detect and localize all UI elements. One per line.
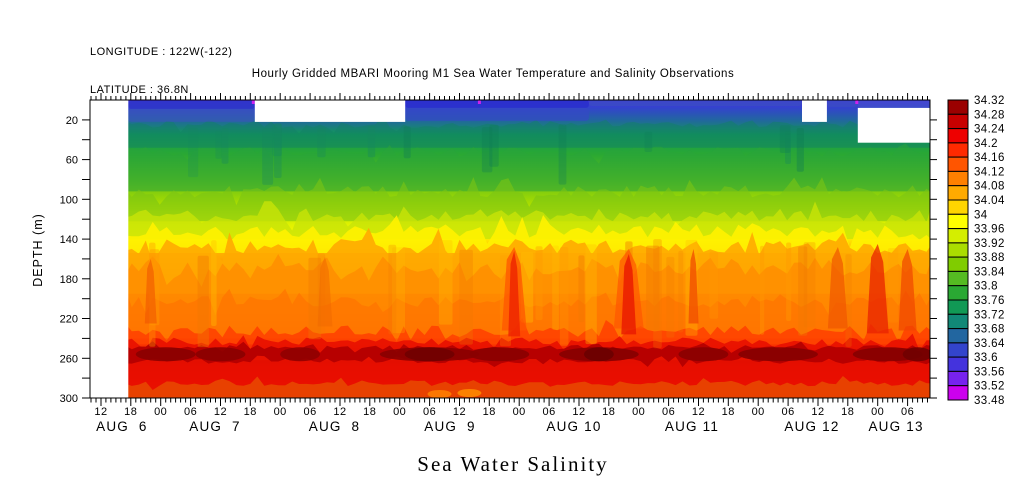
svg-text:06: 06	[901, 406, 914, 418]
svg-text:33.68: 33.68	[974, 324, 1005, 336]
svg-text:33.72: 33.72	[974, 309, 1005, 321]
svg-text:33.88: 33.88	[974, 252, 1005, 264]
svg-text:34.24: 34.24	[974, 124, 1005, 136]
contour-field	[90, 100, 930, 398]
svg-text:06: 06	[542, 406, 555, 418]
svg-text:34: 34	[974, 209, 988, 221]
svg-text:AUG 6: AUG 6	[96, 419, 147, 434]
svg-text:34.32: 34.32	[974, 95, 1005, 107]
chart-title: Hourly Gridded MBARI Mooring M1 Sea Wate…	[251, 68, 735, 80]
svg-text:AUG 10: AUG 10	[546, 419, 601, 434]
svg-text:18: 18	[244, 406, 257, 418]
svg-text:33.76: 33.76	[974, 295, 1005, 307]
svg-text:34.28: 34.28	[974, 109, 1005, 121]
svg-text:18: 18	[602, 406, 615, 418]
svg-text:33.84: 33.84	[974, 266, 1005, 278]
svg-text:00: 00	[274, 406, 287, 418]
x-axis-date-labels: AUG 6 AUG 7 AUG 8 AUG 9 AUG 10 AUG 11 AUG 12 AU…	[96, 419, 923, 434]
svg-text:34.16: 34.16	[974, 152, 1005, 164]
svg-text:20: 20	[66, 115, 78, 127]
svg-text:00: 00	[632, 406, 645, 418]
svg-text:33.92: 33.92	[974, 238, 1005, 250]
svg-text:33.8: 33.8	[974, 281, 998, 293]
svg-text:00: 00	[154, 406, 167, 418]
x-axis-ticks	[90, 93, 928, 406]
svg-text:06: 06	[662, 406, 675, 418]
svg-text:18: 18	[124, 406, 137, 418]
svg-text:12: 12	[453, 406, 466, 418]
svg-text:12: 12	[692, 406, 705, 418]
svg-text:220: 220	[60, 314, 78, 326]
svg-text:33.56: 33.56	[974, 366, 1005, 378]
plot-frame	[89, 99, 931, 399]
svg-text:AUG 12: AUG 12	[784, 419, 839, 434]
svg-text:00: 00	[393, 406, 406, 418]
svg-text:180: 180	[60, 274, 78, 286]
svg-text:AUG 13: AUG 13	[868, 419, 923, 434]
colorbar	[947, 99, 969, 401]
svg-text:12: 12	[214, 406, 227, 418]
x-axis-labels: 12 18 00 06 12 18 00 06 12 18 00 06 12 18 00 06 12 18 00 06…	[94, 406, 914, 418]
figure-caption: Sea Water Salinity	[417, 452, 609, 476]
svg-text:34.12: 34.12	[974, 166, 1005, 178]
svg-text:260: 260	[60, 353, 78, 365]
svg-text:AUG 8: AUG 8	[309, 419, 360, 434]
svg-text:18: 18	[722, 406, 735, 418]
svg-text:60: 60	[66, 155, 78, 167]
svg-text:140: 140	[60, 234, 78, 246]
colorbar-labels: 34.32 34.28 34.24 34.2 34.16 34.12 34.08 34.04 3…	[974, 95, 1005, 407]
svg-text:18: 18	[363, 406, 376, 418]
svg-text:12: 12	[572, 406, 585, 418]
svg-text:06: 06	[423, 406, 436, 418]
svg-text:00: 00	[871, 406, 884, 418]
svg-text:06: 06	[303, 406, 316, 418]
svg-text:AUG 7: AUG 7	[189, 419, 240, 434]
latitude-label: LATITUDE : 36.8N	[90, 83, 189, 96]
svg-text:34.2: 34.2	[974, 138, 998, 150]
svg-text:AUG 9: AUG 9	[424, 419, 475, 434]
svg-text:12: 12	[333, 406, 346, 418]
y-axis-ticks	[82, 119, 937, 399]
svg-text:06: 06	[184, 406, 197, 418]
svg-text:00: 00	[513, 406, 526, 418]
svg-text:33.96: 33.96	[974, 224, 1005, 236]
svg-text:33.64: 33.64	[974, 338, 1005, 350]
svg-text:100: 100	[60, 194, 78, 206]
longitude-label: LONGITUDE : 122W(-122)	[90, 45, 233, 58]
svg-text:34.08: 34.08	[974, 181, 1005, 193]
svg-text:18: 18	[841, 406, 854, 418]
svg-text:12: 12	[94, 406, 107, 418]
svg-text:300: 300	[60, 393, 78, 405]
y-axis-labels: 20 60 100 140 180 220 260 300	[60, 115, 78, 405]
svg-text:18: 18	[483, 406, 496, 418]
svg-text:12: 12	[811, 406, 824, 418]
svg-text:33.48: 33.48	[974, 395, 1005, 407]
svg-text:06: 06	[781, 406, 794, 418]
svg-text:34.04: 34.04	[974, 195, 1005, 207]
svg-text:AUG 11: AUG 11	[665, 419, 719, 434]
svg-text:00: 00	[752, 406, 765, 418]
svg-text:33.6: 33.6	[974, 352, 998, 364]
svg-text:33.52: 33.52	[974, 381, 1005, 393]
